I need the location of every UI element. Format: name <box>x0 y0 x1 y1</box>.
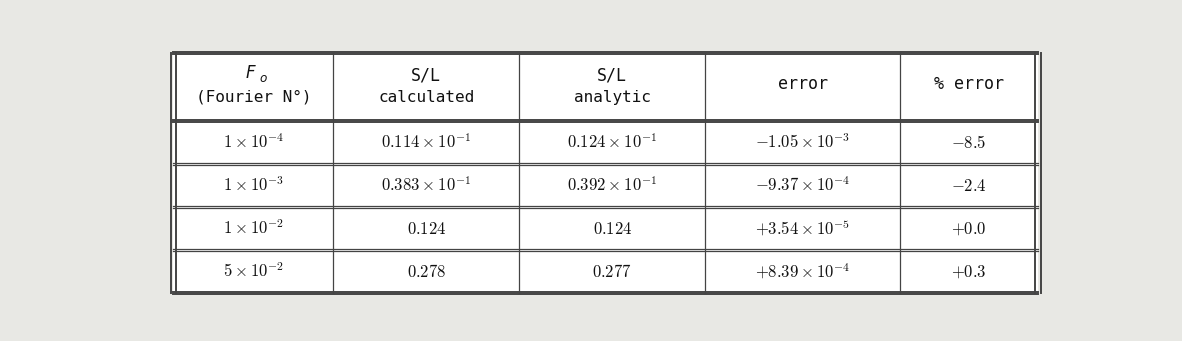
Text: $+ 0.3$: $+ 0.3$ <box>952 263 987 281</box>
Text: $0.383 \times 10^{-1}$: $0.383 \times 10^{-1}$ <box>382 176 472 195</box>
Text: $+ 0.0$: $+ 0.0$ <box>952 220 987 238</box>
Text: $5 \times 10^{-2}$: $5 \times 10^{-2}$ <box>223 262 284 281</box>
Text: S/L: S/L <box>411 66 441 84</box>
Text: $0.124 \times 10^{-1}$: $0.124 \times 10^{-1}$ <box>567 133 657 152</box>
Text: $- 8.5$: $- 8.5$ <box>952 134 987 152</box>
Text: $1 \times 10^{-4}$: $1 \times 10^{-4}$ <box>223 133 284 152</box>
Text: $-9.37 \times 10^{-4}$: $-9.37 \times 10^{-4}$ <box>755 176 850 195</box>
Text: $+3.54 \times 10^{-5}$: $+3.54 \times 10^{-5}$ <box>755 219 850 239</box>
Text: $\mathit{F}$: $\mathit{F}$ <box>245 63 256 81</box>
Text: $1 \times 10^{-2}$: $1 \times 10^{-2}$ <box>223 219 284 238</box>
Text: error: error <box>778 75 827 93</box>
Text: $0.277$: $0.277$ <box>592 263 632 281</box>
Text: $-1.05 \times 10^{-3}$: $-1.05 \times 10^{-3}$ <box>755 133 850 152</box>
Text: $0.124$: $0.124$ <box>407 220 446 238</box>
Text: $0.114 \times 10^{-1}$: $0.114 \times 10^{-1}$ <box>382 133 472 152</box>
Text: analytic: analytic <box>573 90 651 105</box>
Text: $0.124$: $0.124$ <box>592 220 632 238</box>
Text: calculated: calculated <box>378 90 474 105</box>
Text: $+8.39 \times 10^{-4}$: $+8.39 \times 10^{-4}$ <box>755 262 850 281</box>
Text: $- 2.4$: $- 2.4$ <box>952 177 987 195</box>
Text: $1 \times 10^{-3}$: $1 \times 10^{-3}$ <box>223 176 284 195</box>
Text: % error: % error <box>934 75 1004 93</box>
Text: (Fourier N°): (Fourier N°) <box>196 90 311 105</box>
Text: S/L: S/L <box>597 66 628 84</box>
Text: $0.278$: $0.278$ <box>407 263 446 281</box>
Text: $o$: $o$ <box>259 72 268 85</box>
Text: $0.392 \times 10^{-1}$: $0.392 \times 10^{-1}$ <box>567 176 657 195</box>
